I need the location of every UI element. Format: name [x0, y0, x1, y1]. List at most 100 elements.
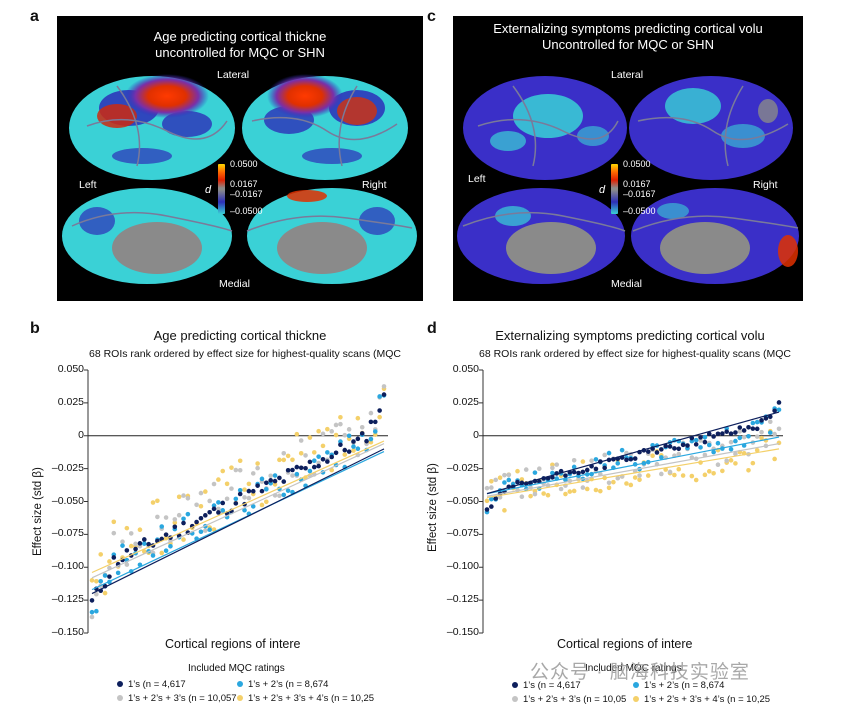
data-point: [676, 446, 682, 452]
data-point: [715, 440, 721, 446]
y-tick-label: –0.075: [51, 527, 84, 540]
panel-c-letter: c: [427, 8, 436, 25]
data-point: [211, 503, 217, 508]
data-point: [338, 421, 343, 427]
data-point: [255, 465, 260, 471]
y-tick-label: –0.100: [51, 560, 84, 573]
data-point: [329, 454, 335, 460]
panel-c-medial-label: Medial: [611, 278, 642, 290]
data-point: [754, 434, 760, 439]
data-point: [346, 427, 352, 432]
data-point: [285, 453, 291, 459]
data-point: [772, 431, 777, 437]
data-point: [250, 504, 256, 509]
data-point: [137, 527, 143, 533]
watermark: 公众号 · 脑海科技实验室: [530, 662, 750, 683]
data-point: [484, 485, 490, 491]
data-point: [606, 485, 612, 491]
panel-b-legend-item-1: 1’s (n = 4,617: [117, 679, 186, 690]
data-point: [776, 407, 782, 413]
panel-d-legend-item-2: 1’s + 2’s (n = 8,674: [633, 680, 724, 691]
data-point: [484, 498, 490, 504]
panel-d-legend-item-4: 1’s + 2’s + 3’s + 4’s (n = 10,25: [633, 694, 770, 705]
fit-line: [486, 436, 780, 495]
data-point: [733, 438, 738, 444]
data-point: [294, 431, 300, 437]
data-point: [281, 457, 287, 463]
data-point: [176, 512, 182, 518]
panel-a-brains: [62, 74, 417, 284]
data-point: [216, 500, 221, 505]
panel-c-medial-left-hemisphere: [457, 188, 626, 284]
data-point: [702, 452, 708, 458]
data-point: [159, 550, 165, 556]
data-point: [237, 458, 243, 464]
panel-a-lateral-label: Lateral: [217, 69, 250, 81]
data-point: [216, 510, 221, 515]
data-point: [264, 499, 269, 505]
data-point: [359, 431, 365, 436]
data-point: [159, 524, 165, 529]
data-point: [724, 429, 730, 434]
data-point: [659, 447, 664, 452]
data-point: [536, 466, 542, 472]
data-point: [246, 481, 252, 487]
data-point: [737, 435, 743, 441]
data-point: [724, 458, 730, 463]
data-point: [759, 435, 764, 441]
data-point: [120, 539, 125, 545]
data-point: [141, 541, 147, 546]
panel-a-lateral-right-hemisphere: [242, 74, 408, 180]
data-point: [111, 519, 117, 525]
panel-c-colorbar-tick: –0.0500: [623, 206, 656, 216]
data-point: [672, 446, 677, 451]
data-point: [163, 532, 169, 537]
panel-c-colorbar-tick: 0.0167: [623, 179, 651, 189]
data-point: [342, 432, 348, 438]
y-tick-label: 0: [473, 428, 479, 441]
data-point: [637, 477, 642, 483]
data-point: [242, 487, 247, 492]
data-point: [746, 433, 751, 439]
data-point: [102, 573, 108, 578]
data-point: [506, 472, 512, 478]
data-point: [667, 444, 673, 449]
panel-d-xlabel: Cortical regions of intere: [557, 637, 693, 651]
data-point: [628, 482, 634, 488]
data-point: [563, 473, 568, 478]
panel-c-colorbar-tick: –0.0167: [623, 189, 656, 199]
data-point: [220, 468, 226, 474]
panel-c-lateral-right-hemisphere: [629, 76, 793, 180]
data-point: [515, 468, 520, 474]
fit-line: [91, 443, 385, 579]
y-tick-label: –0.050: [51, 494, 84, 507]
data-point: [141, 537, 147, 542]
legend-marker-icon: [633, 696, 639, 703]
data-point: [377, 414, 382, 420]
data-point: [133, 546, 138, 552]
data-point: [124, 525, 130, 531]
data-point: [338, 442, 343, 448]
data-point: [372, 432, 378, 437]
data-point: [89, 609, 95, 615]
data-point: [338, 439, 343, 444]
data-point: [259, 488, 265, 494]
data-point: [368, 410, 374, 416]
data-point: [277, 493, 282, 499]
data-point: [272, 473, 278, 478]
data-point: [489, 496, 494, 502]
panel-b-ylabel: Effect size (std β): [32, 467, 44, 556]
data-point: [659, 471, 664, 477]
data-point: [150, 500, 156, 505]
data-point: [733, 430, 738, 435]
panel-c-right-label: Right: [753, 179, 778, 191]
data-point: [268, 473, 273, 479]
data-point: [277, 475, 282, 481]
panel-c-lateral-label: Lateral: [611, 69, 644, 81]
data-point: [698, 445, 703, 450]
data-point: [355, 415, 361, 421]
panel-c-brain-figure: Externalizing symptoms predicting cortic…: [453, 16, 803, 301]
data-point: [680, 442, 686, 448]
panel-c-lateral-left-hemisphere: [463, 76, 627, 180]
panel-a-colorbar-tick: –0.0500: [230, 206, 263, 216]
